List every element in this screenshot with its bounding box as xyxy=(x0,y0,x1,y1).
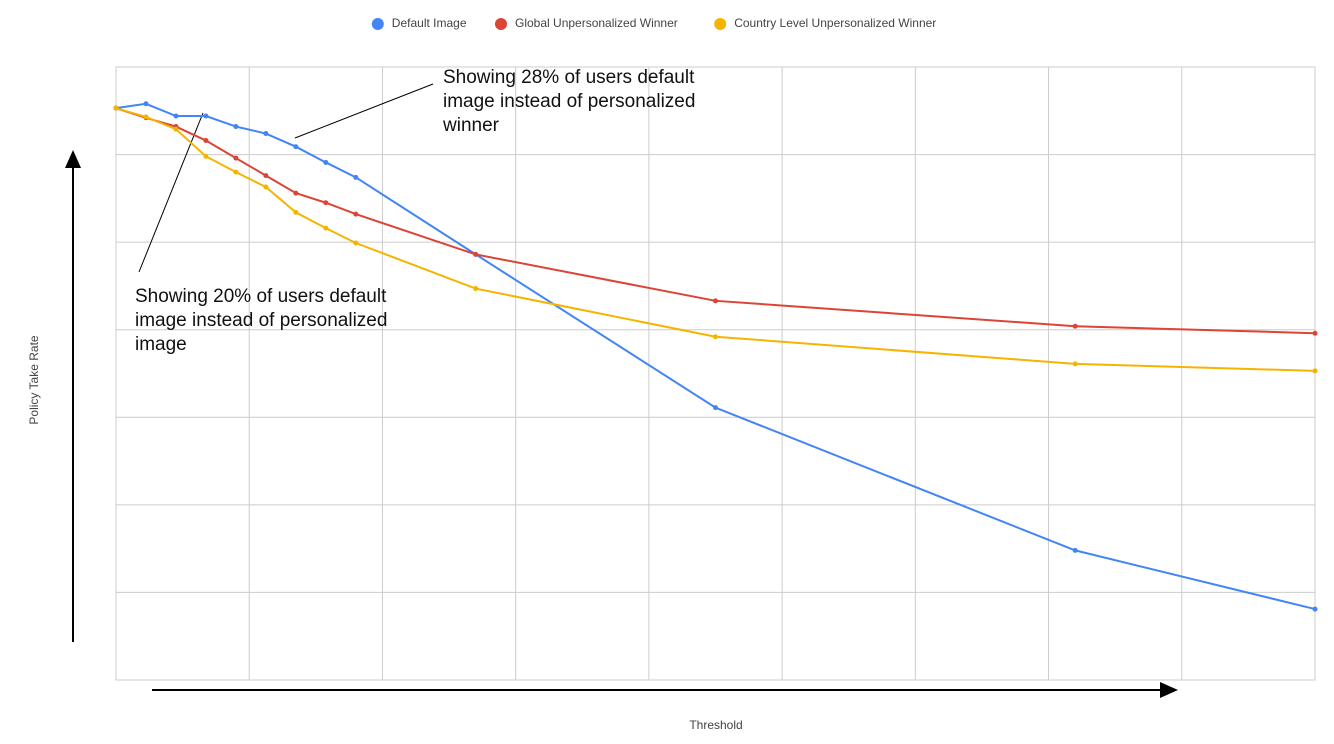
data-point xyxy=(1072,547,1078,553)
data-point xyxy=(293,190,299,196)
data-point xyxy=(293,209,299,215)
data-point xyxy=(113,105,119,111)
series-line xyxy=(115,102,1316,611)
annotation: Showing 28% of users default xyxy=(443,67,695,88)
data-point xyxy=(1072,323,1078,329)
data-point xyxy=(263,173,269,179)
y-axis-label: Policy Take Rate xyxy=(27,335,41,424)
legend: Default Image Global Unpersonalized Winne… xyxy=(371,16,936,30)
legend-marker xyxy=(714,18,727,30)
data-point xyxy=(323,200,329,206)
data-point xyxy=(233,124,239,130)
data-point xyxy=(1312,330,1318,336)
data-point xyxy=(263,184,269,190)
data-point xyxy=(353,211,359,217)
legend-label: Country Level Unpersonalized Winner xyxy=(734,16,936,30)
annotation: image instead of personalized xyxy=(443,91,695,112)
data-point xyxy=(713,405,718,411)
data-point xyxy=(233,155,239,161)
data-point xyxy=(713,298,718,304)
data-point xyxy=(143,101,149,107)
data-point xyxy=(143,114,149,120)
data-point xyxy=(203,153,209,159)
legend-label: Global Unpersonalized Winner xyxy=(515,16,678,30)
grid xyxy=(115,66,1316,681)
data-point xyxy=(203,138,209,144)
data-point xyxy=(263,131,269,137)
data-point xyxy=(713,334,718,340)
annotation: winner xyxy=(442,115,500,136)
data-point xyxy=(353,174,359,180)
data-point xyxy=(1312,368,1318,374)
annotation: image instead of personalized xyxy=(135,310,387,331)
series xyxy=(113,101,1318,612)
data-point xyxy=(173,113,179,119)
annotation: image xyxy=(135,334,187,355)
x-axis-label: Threshold xyxy=(689,718,742,732)
data-point xyxy=(473,251,479,257)
annotation-leader xyxy=(294,83,434,139)
data-point xyxy=(173,126,179,132)
annotation: Showing 20% of users default xyxy=(135,286,387,307)
data-point xyxy=(353,240,359,246)
data-point xyxy=(203,113,209,119)
data-point xyxy=(293,144,299,150)
legend-marker xyxy=(371,18,384,30)
data-point xyxy=(1312,606,1318,612)
legend-marker xyxy=(495,18,507,30)
annotation-leader xyxy=(138,112,204,273)
data-point xyxy=(323,159,329,165)
data-point xyxy=(473,286,479,292)
annotations: Showing 28% of users default image instea… xyxy=(135,67,695,355)
plot-frame xyxy=(115,66,1316,681)
data-point xyxy=(233,169,239,175)
data-point xyxy=(1072,361,1078,367)
legend-label: Default Image xyxy=(392,16,467,30)
data-point xyxy=(323,225,329,231)
